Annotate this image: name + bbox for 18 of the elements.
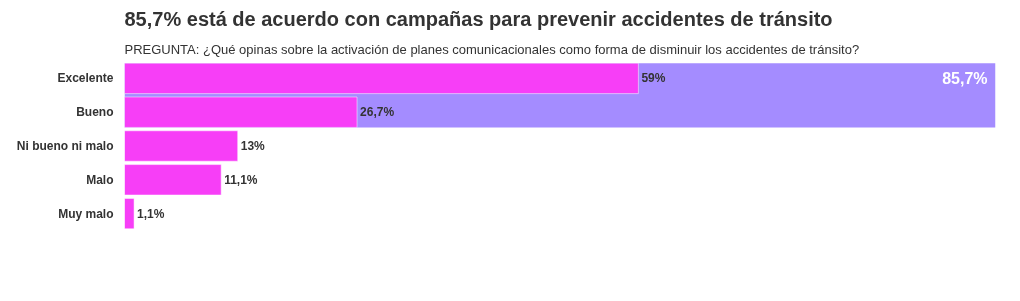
bar [124,198,135,230]
data-label: 59% [641,71,666,86]
bar [124,62,639,94]
data-label: 13% [240,139,266,153]
y-tick-label: Excelente [57,71,114,86]
y-tick-label: Ni bueno ni malo [16,139,114,153]
data-label: 1,1% [137,206,165,221]
data-label: 11,1% [224,172,258,187]
bar [124,130,238,162]
data-label: 26,7% [360,105,395,120]
y-tick-label: Malo [86,172,114,187]
y-tick-label: Muy malo [58,206,114,221]
y-tick-label: Bueno [76,105,114,120]
band-label: 85,7% [942,69,988,87]
chart-title: 85,7% está de acuerdo con campañas para prevenir accidentes de tránsito [124,7,833,30]
bar [124,164,222,196]
bar [124,96,358,128]
chart-subtitle: PREGUNTA: ¿Qué opinas sobre la activación de planes comunicacionales como forma de disminuir los accidentes de tránsito? [124,41,860,57]
